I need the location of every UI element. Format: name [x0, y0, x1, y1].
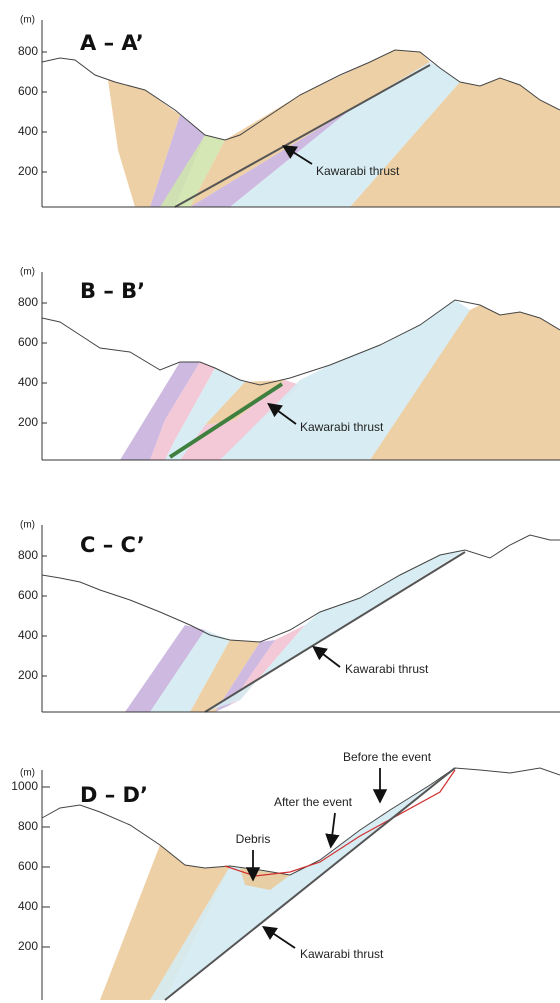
panel-d: Before the event After the event Debris … [20, 750, 560, 1001]
y-tick-label: 800 [18, 548, 38, 562]
panel-title: D – D’ [80, 783, 148, 807]
annotation: Debris [236, 832, 271, 846]
y-tick-label: 400 [18, 899, 38, 913]
y-tick-label: 800 [18, 819, 38, 833]
y-tick-label: 800 [18, 44, 38, 58]
y-tick-label: 400 [18, 628, 38, 642]
y-tick-label: 600 [18, 84, 38, 98]
y-tick-label: 200 [18, 415, 38, 429]
unit: (m) [20, 768, 35, 779]
unit: (m) [20, 15, 35, 26]
y-tick-label: 600 [18, 859, 38, 873]
y-tick-label: 600 [18, 588, 38, 602]
annotation: Kawarabi thrust [345, 662, 429, 676]
annotation: Kawarabi thrust [300, 420, 384, 434]
annotation: Kawarabi thrust [316, 164, 400, 178]
annotation: After the event [274, 795, 353, 809]
panel-b: Kawarabi thrust (m) B – B’ [20, 267, 560, 461]
annotation: Kawarabi thrust [300, 947, 384, 961]
panel-title: B – B’ [80, 279, 145, 303]
annotation: Before the event [343, 750, 432, 764]
y-tick-label: 400 [18, 124, 38, 138]
y-tick-label: 800 [18, 295, 38, 309]
y-tick-label: 200 [18, 164, 38, 178]
y-tick-label: 400 [18, 375, 38, 389]
panel-title: A – A’ [80, 31, 144, 55]
y-tick-label: 200 [18, 668, 38, 682]
y-tick-label: 200 [18, 939, 38, 953]
unit: (m) [20, 520, 35, 531]
panel-c: Kawarabi thrust (m) C – C’ [20, 520, 560, 713]
y-tick-label: 600 [18, 335, 38, 349]
panel-a: Kawarabi thrust (m) A – A’ [20, 15, 560, 208]
y-tick-label: 1000 [11, 779, 38, 793]
unit: (m) [20, 267, 35, 278]
panel-title: C – C’ [80, 533, 145, 557]
